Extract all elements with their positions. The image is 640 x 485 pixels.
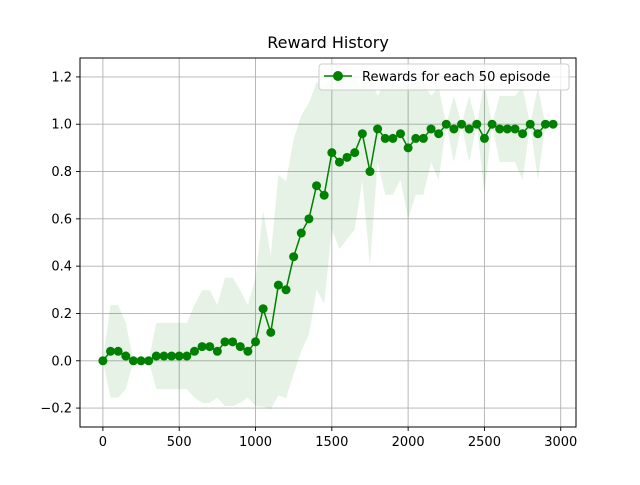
data-point xyxy=(418,133,428,143)
data-point xyxy=(159,351,169,361)
data-point xyxy=(151,351,161,361)
series-layer xyxy=(98,119,558,366)
data-point xyxy=(472,119,482,129)
legend-marker-swatch xyxy=(333,71,343,81)
data-point xyxy=(319,190,329,200)
data-point xyxy=(189,346,199,356)
data-point xyxy=(373,124,383,134)
axes: 0 500 1000 1500 2000 2500 3000 −0.2 0.0 0.2 0.4 0.6… xyxy=(40,70,577,450)
data-point xyxy=(266,327,276,337)
data-point xyxy=(212,346,222,356)
data-point xyxy=(495,124,505,134)
data-point xyxy=(518,129,528,139)
data-point xyxy=(281,285,291,295)
data-point xyxy=(98,356,108,366)
data-point xyxy=(174,351,184,361)
data-point xyxy=(426,124,436,134)
data-point xyxy=(380,133,390,143)
data-point xyxy=(487,119,497,129)
data-point xyxy=(395,129,405,139)
y-tick-label: 0.2 xyxy=(51,307,72,322)
data-point xyxy=(479,133,489,143)
data-point xyxy=(228,337,238,347)
data-point xyxy=(388,133,398,143)
data-point xyxy=(121,351,131,361)
data-point xyxy=(441,119,451,129)
data-point xyxy=(411,133,421,143)
x-tick-label: 500 xyxy=(167,435,192,450)
data-point xyxy=(327,148,337,158)
y-tick-label: 0.0 xyxy=(51,354,72,369)
chart-title: Reward History xyxy=(267,33,389,52)
x-tick-label: 3000 xyxy=(544,435,577,450)
data-point xyxy=(548,119,558,129)
y-tick-label: 0.6 xyxy=(51,212,72,227)
data-point xyxy=(434,129,444,139)
data-point xyxy=(197,342,207,352)
data-point xyxy=(510,124,520,134)
data-point xyxy=(334,157,344,167)
y-tick-label: 1.2 xyxy=(51,70,72,85)
x-tick-label: 1500 xyxy=(315,435,348,450)
data-point xyxy=(258,304,268,314)
data-point xyxy=(312,181,322,191)
legend: Rewards for each 50 episode xyxy=(318,63,570,91)
data-point xyxy=(251,337,261,347)
data-point xyxy=(533,129,543,139)
y-tick-label: 0.8 xyxy=(51,165,72,180)
x-tick-label: 2500 xyxy=(468,435,501,450)
x-tick-label: 1000 xyxy=(239,435,272,450)
data-point xyxy=(357,129,367,139)
data-point xyxy=(235,342,245,352)
data-point xyxy=(365,167,375,177)
x-tick-label: 0 xyxy=(99,435,107,450)
data-point xyxy=(457,119,467,129)
data-point xyxy=(205,342,215,352)
plot-frame xyxy=(79,57,577,428)
data-point xyxy=(296,228,306,238)
confidence-band-layer xyxy=(102,75,554,410)
y-tick-label: 1.0 xyxy=(51,118,72,133)
y-tick-label: −0.2 xyxy=(40,402,72,417)
data-point xyxy=(342,152,352,162)
data-point xyxy=(449,124,459,134)
data-point xyxy=(350,148,360,158)
legend-box xyxy=(318,63,570,91)
data-point xyxy=(289,252,299,262)
data-point xyxy=(243,346,253,356)
data-point xyxy=(525,119,535,129)
data-point xyxy=(540,119,550,129)
data-point xyxy=(136,356,146,366)
data-point xyxy=(144,356,154,366)
data-point xyxy=(273,280,283,290)
data-point xyxy=(167,351,177,361)
data-point xyxy=(113,346,123,356)
data-point xyxy=(106,346,116,356)
legend-label: Rewards for each 50 episode xyxy=(362,70,550,85)
confidence-band xyxy=(102,75,554,410)
x-tick-label: 2000 xyxy=(392,435,425,450)
data-point xyxy=(502,124,512,134)
data-point xyxy=(220,337,230,347)
data-point xyxy=(128,356,138,366)
y-tick-label: 0.4 xyxy=(51,260,72,275)
data-point xyxy=(464,124,474,134)
data-point xyxy=(304,214,314,224)
data-point xyxy=(403,143,413,153)
data-point xyxy=(182,351,192,361)
